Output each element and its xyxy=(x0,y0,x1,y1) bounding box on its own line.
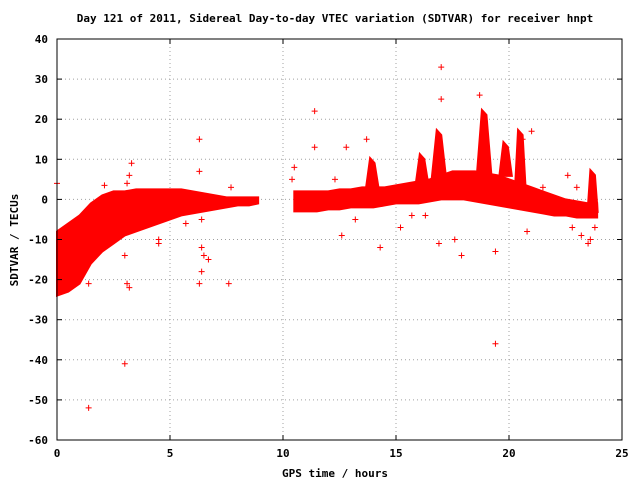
data-point xyxy=(291,164,298,171)
data-point xyxy=(124,280,131,287)
data-point xyxy=(438,64,445,71)
data-point xyxy=(85,404,92,411)
data-point xyxy=(126,284,133,291)
spike xyxy=(364,155,380,189)
y-tick-label: -60 xyxy=(28,434,48,447)
data-point xyxy=(343,144,350,151)
data-point xyxy=(126,172,133,179)
data-point xyxy=(476,92,483,99)
data-point xyxy=(569,224,576,231)
scatter-points xyxy=(54,64,598,411)
grid-lines xyxy=(57,39,622,440)
y-tick-label: 10 xyxy=(35,153,48,166)
data-point xyxy=(519,136,526,143)
data-point xyxy=(438,96,445,103)
data-point xyxy=(539,184,546,191)
data-point xyxy=(352,216,359,223)
y-tick-label: 20 xyxy=(35,113,48,126)
data-point xyxy=(524,228,531,235)
data-point xyxy=(591,224,598,231)
spike xyxy=(514,127,527,185)
data-point xyxy=(198,244,205,251)
data-point xyxy=(363,136,370,143)
y-tick-label: -50 xyxy=(28,394,48,407)
data-point xyxy=(198,216,205,223)
data-point xyxy=(458,252,465,259)
data-point xyxy=(311,144,318,151)
data-point xyxy=(585,240,592,247)
data-point xyxy=(196,280,203,287)
data-point xyxy=(225,280,232,287)
data-point xyxy=(101,182,108,189)
x-tick-label: 5 xyxy=(167,447,174,460)
data-point xyxy=(377,244,384,251)
spike xyxy=(414,151,430,185)
x-tick-label: 0 xyxy=(54,447,61,460)
data-point xyxy=(492,340,499,347)
data-point xyxy=(124,180,131,187)
data-point xyxy=(196,136,203,143)
data-point xyxy=(198,268,205,275)
data-point xyxy=(338,232,345,239)
data-point xyxy=(564,172,571,179)
data-point xyxy=(397,224,404,231)
data-point xyxy=(228,184,235,191)
data-point xyxy=(331,176,338,183)
y-tick-label: -40 xyxy=(28,354,48,367)
x-axis-label: GPS time / hours xyxy=(282,467,388,480)
y-tick-label: 0 xyxy=(41,193,48,206)
data-point xyxy=(182,220,189,227)
y-tick-label: -10 xyxy=(28,234,48,247)
y-tick-label: -30 xyxy=(28,314,48,327)
dense-band xyxy=(293,170,599,219)
data-point xyxy=(200,252,207,259)
dense-data-bands xyxy=(56,170,599,298)
axis-ticks: 0 5 10 15 20 25 -60 -50 -40 -30 -20 -10 0 10 20 30 40 xyxy=(28,33,629,460)
data-point xyxy=(128,160,135,167)
data-point xyxy=(408,212,415,219)
data-point xyxy=(573,184,580,191)
spike xyxy=(430,127,448,181)
y-tick-label: 40 xyxy=(35,33,48,46)
data-point xyxy=(492,248,499,255)
data-point xyxy=(196,168,203,175)
data-point xyxy=(205,256,212,263)
data-point xyxy=(578,232,585,239)
spike xyxy=(475,107,493,177)
y-tick-label: -20 xyxy=(28,274,48,287)
data-point xyxy=(155,236,162,243)
data-point xyxy=(85,280,92,287)
x-tick-label: 15 xyxy=(389,447,402,460)
data-point xyxy=(451,236,458,243)
chart-title: Day 121 of 2011, Sidereal Day-to-day VTE… xyxy=(77,12,594,25)
x-tick-label: 25 xyxy=(615,447,628,460)
data-point xyxy=(289,176,296,183)
y-axis-label: SDTVAR / TECUs xyxy=(8,194,21,287)
data-point xyxy=(587,236,594,243)
spike xyxy=(498,139,513,177)
data-point xyxy=(121,252,128,259)
x-tick-label: 10 xyxy=(276,447,289,460)
data-point xyxy=(528,128,535,135)
y-tick-label: 30 xyxy=(35,73,48,86)
dense-band xyxy=(56,188,260,298)
x-tick-label: 20 xyxy=(502,447,515,460)
data-point xyxy=(422,212,429,219)
spike-data xyxy=(364,107,599,213)
spike xyxy=(586,167,599,213)
data-point xyxy=(121,360,128,367)
data-point xyxy=(311,108,318,115)
data-point xyxy=(435,240,442,247)
